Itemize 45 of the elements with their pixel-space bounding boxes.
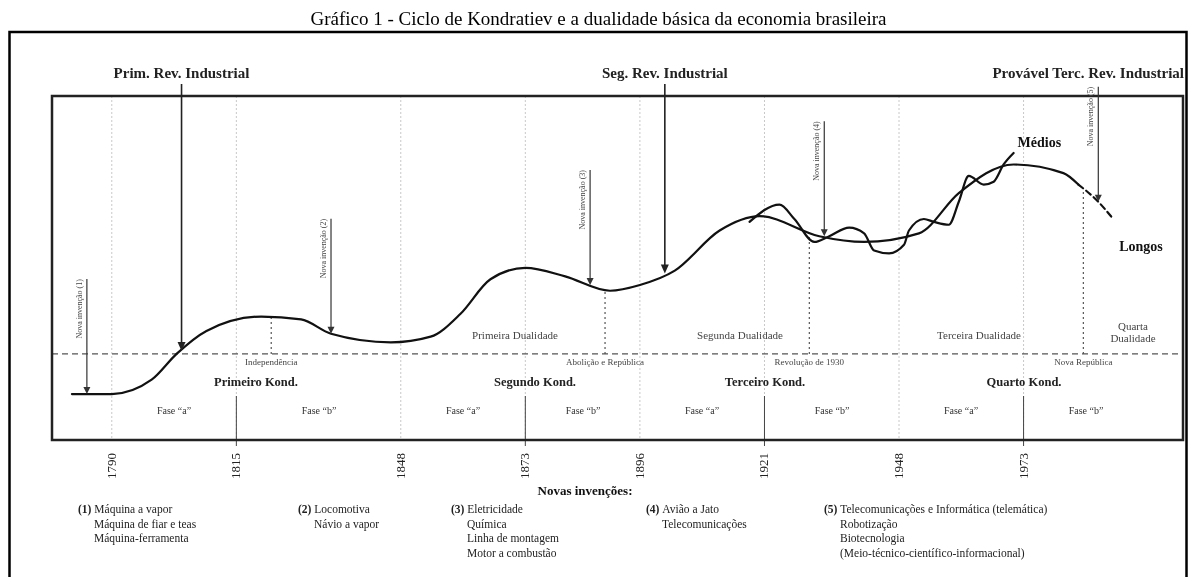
annotation: Seg. Rev. Industrial: [601, 65, 728, 81]
ref-line-label: Abolição e República: [566, 356, 645, 367]
annotation: Quarto Kond.: [986, 375, 1062, 389]
annotation: Fase “b”: [814, 405, 850, 416]
text: (4) Avião a Jato Telecomunicações: [646, 503, 748, 531]
annotation: Fase “a”: [684, 405, 720, 416]
text: (5) Telecomunicações e Informática (telemática) Robotização Biotecnologia (Meio-técnico-científico-informacional): [824, 503, 1048, 560]
ref-line-label: Revolução de 1930: [774, 356, 845, 367]
x-tick-label: 1948: [891, 453, 906, 479]
text: Novas invenções:: [537, 483, 633, 498]
annotation: Fase “b”: [301, 405, 337, 416]
x-tick-label: 1790: [103, 453, 119, 479]
text: (3) Eletricidade Química Linha de montagem Motor a combustão: [451, 503, 560, 559]
chart-title: Gráfico 1 - Ciclo de Kondratiev e a dualidade básica da economia brasileira: [310, 8, 888, 29]
annotation: Quarta Dualidade: [1110, 319, 1156, 344]
x-tick-label: 1896: [631, 452, 647, 479]
annotation: Fase “a”: [156, 405, 192, 416]
annotation: Fase “b”: [1068, 405, 1104, 416]
ref-line-label: Nova República: [1054, 356, 1113, 367]
annotation: Primeiro Kond.: [214, 375, 298, 389]
annotation: Nova invenção (5): [1086, 86, 1096, 147]
series-label: Longos: [1119, 239, 1164, 255]
x-tick-label: 1973: [1015, 453, 1031, 479]
x-tick-label: 1815: [228, 453, 244, 479]
annotation: Fase “a”: [445, 405, 481, 416]
text: (2) Locomotiva Návio a vapor: [298, 503, 380, 531]
annotation: Fase “a”: [943, 405, 979, 416]
ref-line-label: Independência: [244, 356, 298, 367]
annotation: Terceira Dualidade: [937, 329, 1022, 341]
x-tick-label: 1848: [392, 453, 408, 479]
annotation: Primeira Dualidade: [472, 329, 559, 341]
x-tick-label: 1873: [517, 453, 533, 479]
annotation: Segunda Dualidade: [697, 329, 784, 341]
annotation: Nova invenção (4): [812, 120, 822, 181]
annotation: Prim. Rev. Industrial: [113, 65, 250, 81]
annotation: Segundo Kond.: [494, 375, 576, 389]
annotation: Nova invenção (1): [74, 278, 84, 339]
series-label: Médios: [1017, 135, 1062, 150]
annotation: Nova invenção (2): [319, 218, 329, 279]
annotation: Fase “b”: [565, 405, 601, 416]
annotation: Nova invenção (3): [578, 169, 588, 230]
text: Provável Terc. Rev. Industrial: [992, 65, 1184, 81]
x-tick-label: 1921: [756, 453, 772, 479]
text: (1) Máquina a vapor Máquina de fiar e teas Máquina-ferramenta: [78, 503, 197, 545]
annotation: Terceiro Kond.: [724, 375, 806, 389]
